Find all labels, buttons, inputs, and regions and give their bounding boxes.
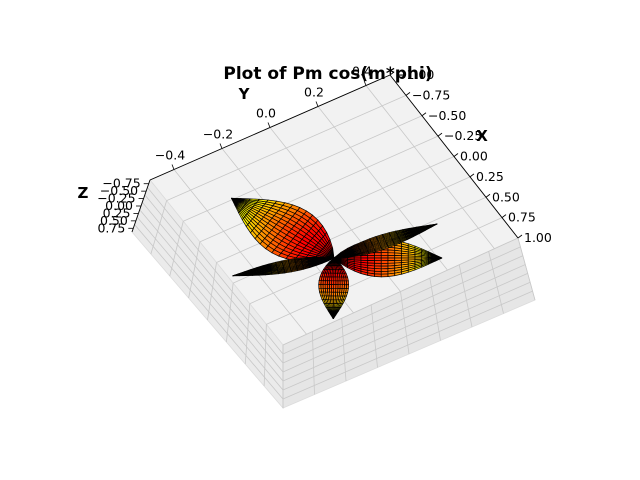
surface-facet [318,280,322,285]
surface-facet [360,255,369,259]
surface-facet [300,257,308,260]
surface-facet [232,273,240,277]
surface-facet [430,223,438,228]
surface-lobe [318,257,350,320]
z-tick-label: 0.25 [103,205,131,220]
z-tick-label: −0.50 [100,183,138,198]
surface-facet [367,254,375,259]
surface-lobe [232,256,335,277]
tick-marks [128,71,523,239]
surface-facet [374,273,382,278]
grid-line [458,264,473,328]
y-tick-labels: −0.4 −0.2 0.0 0.2 0.4 [155,64,372,163]
y-tick-label: −0.2 [203,127,233,142]
x-tick-label: 0.25 [476,169,504,184]
x-tick-labels: −1.00 −0.75 −0.50 −0.25 0.00 0.25 0.50 0.75 1.00 [396,67,552,245]
grid-line [365,85,495,249]
x-tick-label: −0.25 [444,128,482,143]
x-tick-mark [389,71,395,76]
y-axis-label: Y [238,85,251,103]
grid-line [136,216,531,391]
surface-facet [434,257,443,262]
grid-line [429,278,441,341]
surface-lobe [333,223,438,259]
grid-line [139,209,528,382]
surface-facet [394,255,402,259]
chart-title: Plot of Pm cos(m*phi) [223,64,432,84]
z-tick-label: −0.25 [97,191,135,206]
y-tick-mark [267,122,271,128]
x-tick-label: 0.75 [508,210,536,225]
x-tick-mark [485,193,491,198]
grid-line [141,202,526,373]
x-tick-label: 0.50 [492,189,520,204]
grid-line [488,251,504,314]
surface-facet [380,257,389,262]
x-tick-mark [437,132,443,137]
surface-facet [231,197,242,200]
y-tick-label: −0.4 [155,148,185,163]
grid-line [173,169,307,335]
z-tick-labels: −0.75−0.50−0.250.000.250.500.75 [97,176,140,236]
surface-facet [318,287,322,293]
z-axis-label: Z [78,184,89,202]
surface-facet [374,252,382,256]
surface-facet [313,256,322,259]
surface-facet [380,273,389,278]
surface-facet [318,276,323,282]
x-tick-label: −0.50 [428,108,466,123]
grid-line [225,283,234,343]
z-tick-label: 0.75 [97,220,125,235]
surface-lobe [231,197,335,262]
x-tick-mark [501,214,507,218]
grid-line [188,241,201,299]
x-axis-label: X [476,127,488,145]
x-tick-label: 0.00 [460,149,488,164]
z-tick-label: −0.75 [102,176,140,191]
grid-line [134,224,533,400]
x-tick-mark [405,92,411,96]
surface-facet [387,272,396,278]
x-tick-label: −1.00 [396,67,434,82]
y-tick-label: 0.2 [304,85,324,100]
grid-line [244,303,251,365]
grid-line [147,187,521,355]
grid-line [263,324,267,387]
x-tick-mark [453,153,459,157]
x-tick-label: −0.75 [412,87,450,102]
surface-facet [380,252,389,256]
z-tick-label: 0.50 [100,213,128,228]
x-tick-label: 1.00 [524,230,552,245]
grid-line [317,106,448,271]
x-tick-mark [421,112,427,117]
surface-facet [318,284,322,289]
z-tick-label: 0.00 [105,198,133,213]
y-tick-label: 0.4 [352,64,372,79]
x-tick-mark [517,234,523,239]
grid-line [207,262,217,321]
y-tick-mark [315,101,319,107]
grid-line [370,304,378,368]
surface-facet [374,257,382,262]
grid-line [169,221,184,277]
x-tick-mark [469,173,475,178]
grid-line [341,318,347,382]
grid-line [150,200,168,255]
grid-line [517,237,536,301]
y-tick-label: 0.0 [256,106,276,121]
grid-line [311,331,315,395]
surface-facet [306,256,315,259]
surface-plot [231,197,443,320]
surface-facet [387,254,396,259]
grid-line [144,194,524,364]
surface-facet [374,254,382,259]
y-tick-mark [171,164,175,170]
y-tick-mark [363,80,367,86]
surface-facet [380,254,389,259]
grid-line [400,291,410,355]
surface-facet [330,314,334,320]
y-tick-mark [219,143,223,149]
